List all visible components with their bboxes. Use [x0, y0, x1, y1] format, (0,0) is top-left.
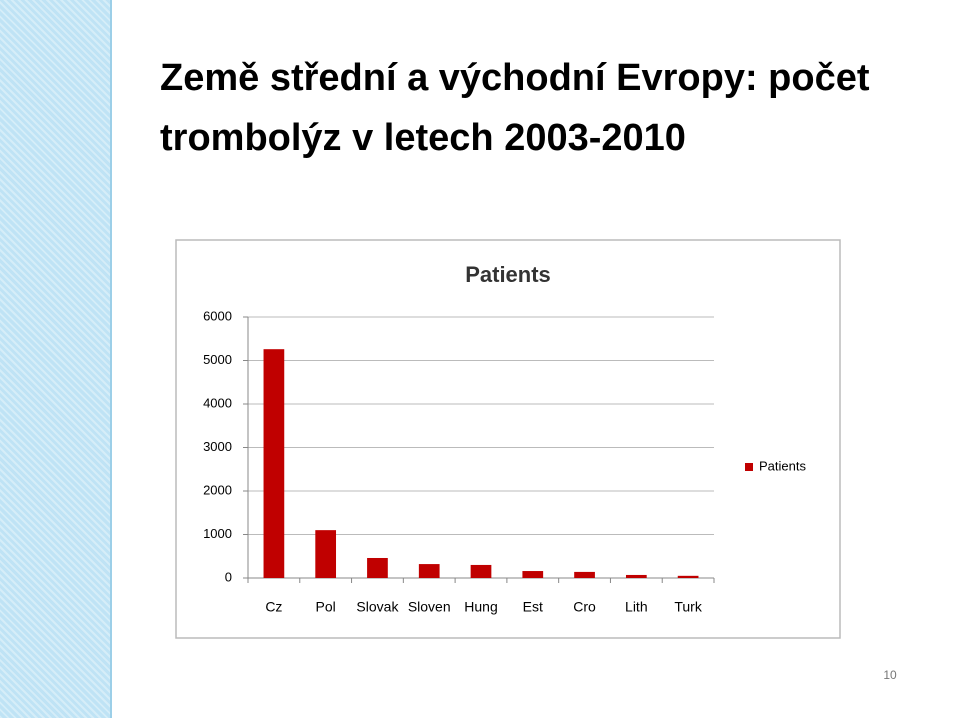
bar [522, 571, 544, 578]
y-tick-label: 4000 [203, 395, 232, 410]
bar [470, 564, 492, 578]
legend-label: Patients [759, 458, 806, 473]
x-tick-label: Lith [625, 599, 648, 615]
y-tick-label: 0 [225, 569, 232, 584]
legend-swatch [745, 463, 753, 471]
y-tick-label: 6000 [203, 308, 232, 323]
x-tick-label: Cro [573, 599, 596, 615]
slide-title: Země střední a východní Evropy: počet tr… [160, 57, 870, 159]
x-tick-label: Est [523, 599, 543, 615]
x-tick-label: Slovak [356, 599, 399, 615]
bar [677, 575, 699, 578]
chart-title: Patients [465, 262, 551, 287]
y-tick-label: 5000 [203, 352, 232, 367]
y-tick-label: 1000 [203, 526, 232, 541]
x-tick-label: Pol [316, 599, 336, 615]
y-tick-label: 3000 [203, 439, 232, 454]
x-tick-label: Sloven [408, 599, 451, 615]
bar [625, 574, 647, 578]
y-tick-label: 2000 [203, 482, 232, 497]
x-tick-label: Cz [265, 599, 282, 615]
x-tick-label: Turk [674, 599, 702, 615]
page-number: 10 [883, 668, 897, 682]
bar [574, 571, 595, 578]
x-tick-label: Hung [464, 599, 497, 615]
bar [263, 349, 285, 578]
chart-frame [175, 239, 841, 639]
side-stripe [0, 0, 112, 718]
bar [367, 557, 388, 578]
bar [418, 564, 440, 578]
bar [315, 530, 337, 578]
